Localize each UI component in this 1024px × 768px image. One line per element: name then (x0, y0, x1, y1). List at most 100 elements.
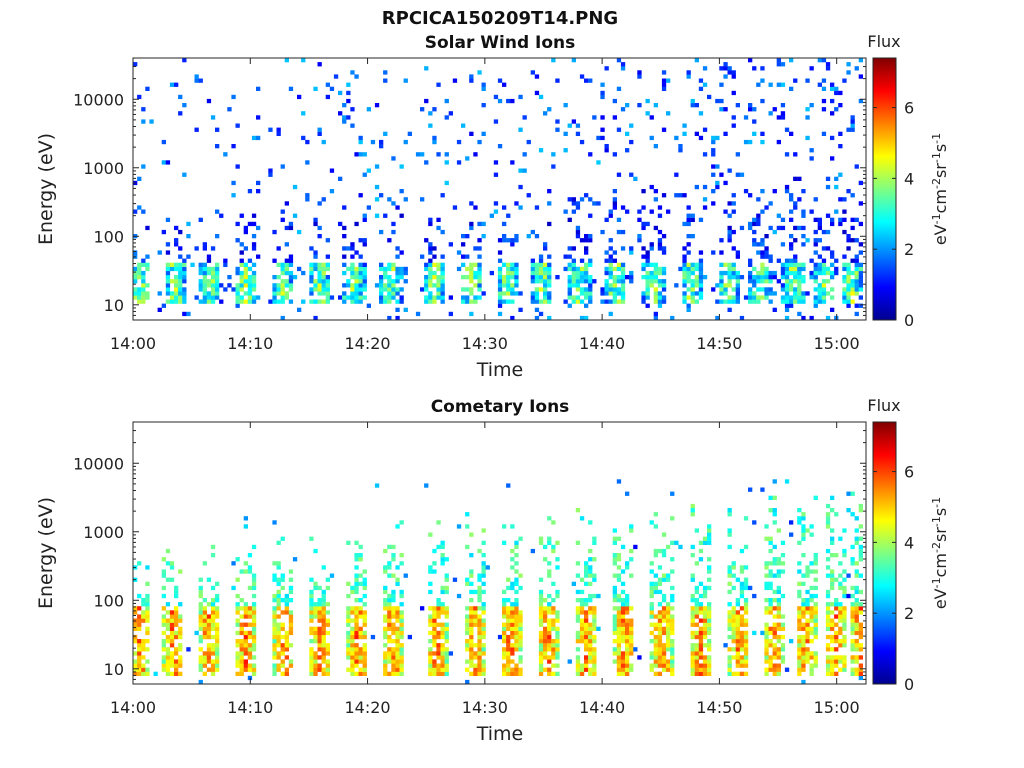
heatmap-cell (534, 205, 540, 210)
heatmap-cell (588, 283, 593, 288)
heatmap-cell (276, 643, 281, 648)
heatmap-cell (514, 671, 519, 676)
heatmap-cell (440, 626, 445, 631)
heatmap-cell (473, 270, 478, 276)
heatmap-cell (780, 270, 786, 276)
heatmap-cell (764, 250, 769, 255)
heatmap-cell (752, 299, 757, 304)
heatmap-cell (825, 667, 831, 672)
heatmap-cell (432, 275, 437, 280)
heatmap-cell (719, 250, 724, 255)
heatmap-cell (354, 659, 359, 664)
heatmap-cell (338, 176, 343, 181)
heatmap-cell (210, 643, 216, 648)
heatmap-cell (354, 606, 359, 611)
heatmap-cell (834, 512, 839, 517)
heatmap-cell (325, 262, 330, 267)
heatmap-cell (235, 123, 240, 128)
heatmap-cell (350, 70, 355, 75)
heatmap-cell (321, 287, 326, 292)
heatmap-cell (276, 561, 281, 566)
heatmap-cell (702, 585, 708, 591)
heatmap-cell (473, 622, 478, 627)
heatmap-cell (547, 593, 552, 599)
heatmap-cell (789, 287, 794, 292)
heatmap-cell (825, 593, 831, 599)
heatmap-cell (620, 569, 626, 574)
heatmap-cell (764, 270, 769, 276)
heatmap-cell (239, 295, 244, 300)
heatmap-cell (854, 647, 859, 652)
heatmap-cell (424, 266, 429, 272)
heatmap-cell (469, 553, 474, 558)
heatmap-cell (354, 626, 359, 631)
heatmap-cell (301, 58, 306, 63)
heatmap-cell (186, 311, 191, 317)
heatmap-cell (448, 295, 453, 300)
heatmap-cell (838, 581, 843, 586)
heatmap-cell (612, 275, 617, 280)
heatmap-cell (608, 254, 613, 259)
heatmap-cell (690, 618, 695, 623)
heatmap-cell (387, 655, 392, 660)
heatmap-cell (383, 270, 388, 276)
heatmap-cell (284, 283, 289, 288)
heatmap-cell (284, 291, 289, 296)
heatmap-cell (649, 622, 654, 627)
heatmap-cell (588, 639, 593, 644)
heatmap-cell (280, 663, 285, 668)
heatmap-cell (288, 254, 294, 259)
heatmap-cell (743, 565, 749, 570)
heatmap-cell (690, 270, 695, 276)
heatmap-cell (477, 622, 482, 627)
heatmap-cell (801, 266, 806, 272)
heatmap-cell (235, 630, 240, 636)
heatmap-cell (719, 299, 724, 304)
heatmap-cell (325, 659, 330, 664)
heatmap-cell (174, 659, 179, 664)
heatmap-cell (801, 524, 806, 529)
heatmap-cell (547, 618, 552, 623)
heatmap-cell (395, 659, 400, 664)
heatmap-cell (342, 205, 347, 210)
heatmap-cell (395, 299, 400, 304)
heatmap-cell (805, 569, 810, 574)
heatmap-cell (338, 111, 343, 116)
heatmap-cell (469, 618, 474, 623)
heatmap-cell (547, 655, 552, 660)
heatmap-cell (473, 610, 478, 615)
heatmap-cell (838, 536, 843, 541)
heatmap-cell (711, 152, 716, 157)
heatmap-cell (506, 614, 511, 619)
heatmap-cell (407, 131, 412, 136)
heatmap-cell (760, 131, 765, 136)
heatmap-cell (858, 303, 863, 308)
heatmap-cell (666, 544, 671, 550)
heatmap-cell (670, 315, 675, 321)
heatmap-cell (830, 262, 835, 267)
heatmap-cell (854, 528, 859, 533)
heatmap-cell (649, 663, 654, 668)
heatmap-cell (752, 107, 757, 112)
heatmap-cell (469, 606, 474, 611)
heatmap-cell (510, 585, 515, 591)
heatmap-cell (506, 659, 511, 664)
heatmap-cell (686, 275, 691, 280)
heatmap-cell (547, 643, 552, 648)
heatmap-cell (239, 622, 244, 627)
heatmap-cell (358, 573, 363, 578)
heatmap-cell (362, 602, 367, 607)
heatmap-cell (813, 626, 818, 631)
heatmap-cell (555, 593, 560, 599)
heatmap-cell (510, 565, 515, 570)
heatmap-cell (403, 197, 408, 202)
heatmap-cell (727, 283, 732, 288)
heatmap-cell (436, 279, 441, 284)
heatmap-cell (313, 610, 318, 615)
heatmap-cell (661, 266, 667, 272)
heatmap-cell (477, 139, 482, 145)
heatmap-cell (383, 602, 388, 607)
heatmap-cell (251, 283, 257, 288)
heatmap-cell (858, 524, 863, 529)
heatmap-cell (727, 70, 732, 75)
